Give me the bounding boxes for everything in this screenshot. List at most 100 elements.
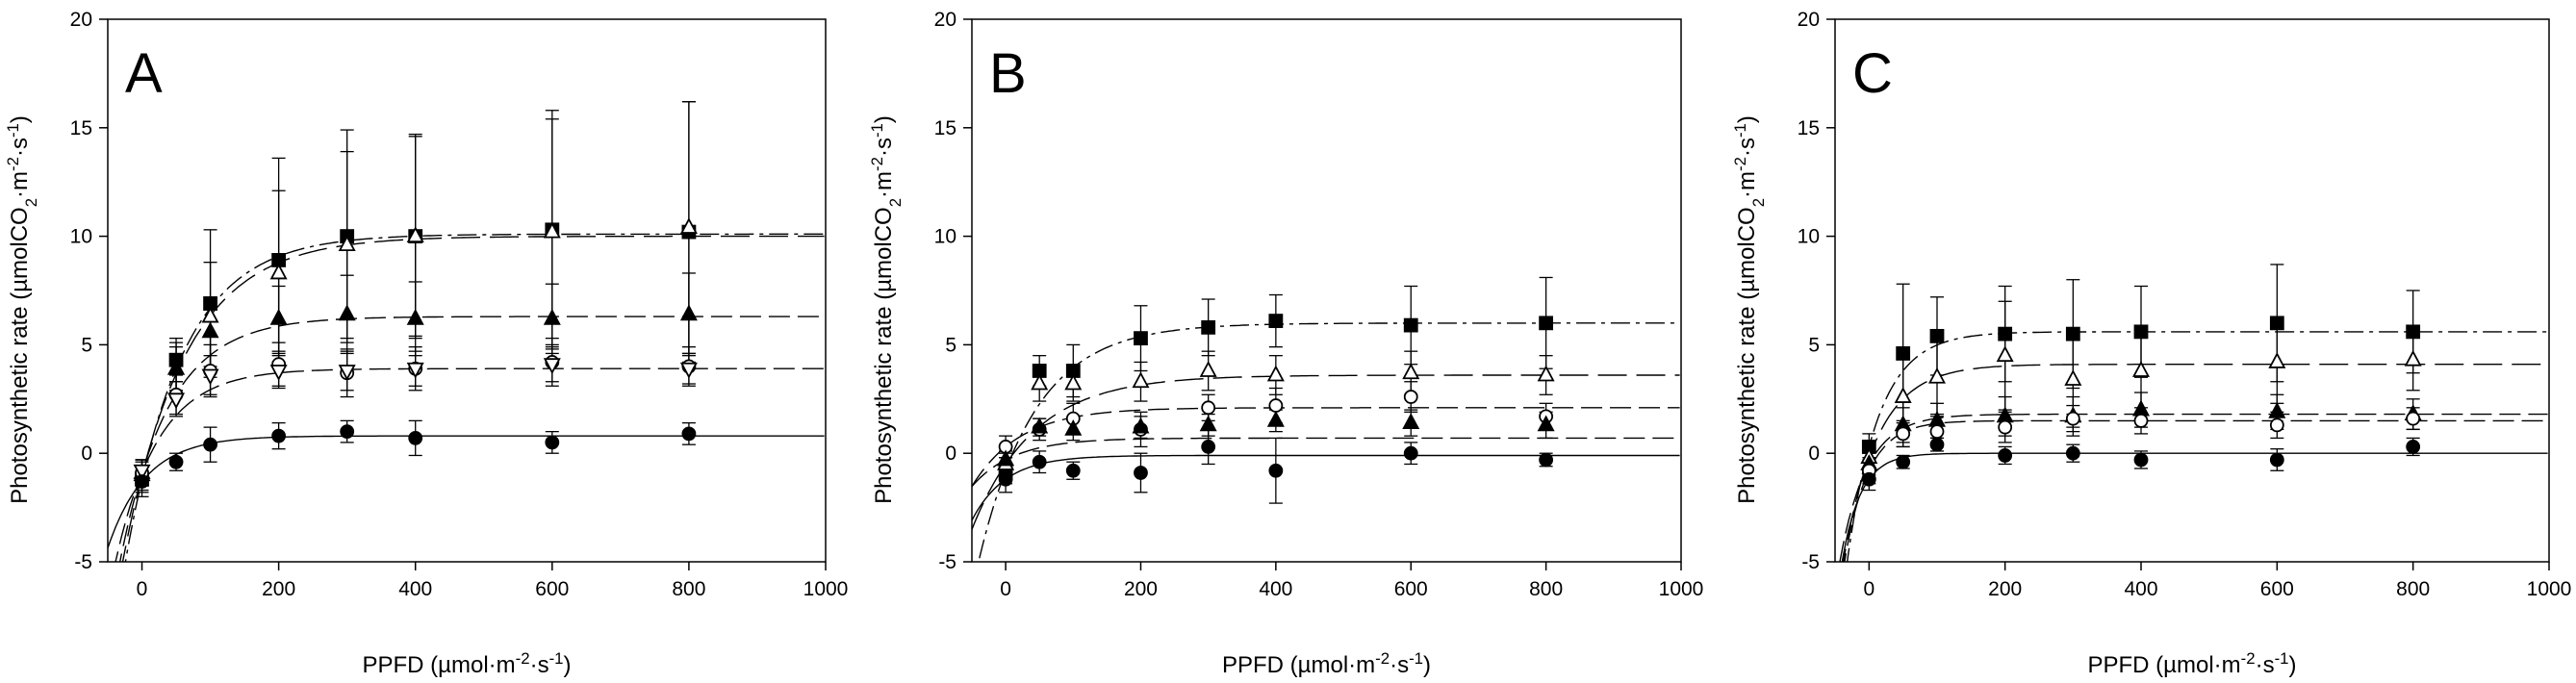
y-axis-title: Photosynthetic rate (µmolCO2·m-2·s-1): [1731, 115, 1768, 504]
fit-curve: [121, 235, 825, 562]
fit-curve: [1842, 364, 2548, 562]
data-point: [167, 358, 186, 375]
data-point: [1032, 454, 1047, 469]
data-point: [998, 471, 1013, 487]
data-point: [269, 308, 288, 325]
data-point: [2064, 369, 2082, 386]
y-tick-label: -5: [74, 551, 92, 573]
data-point: [338, 235, 356, 252]
data-point: [408, 431, 423, 445]
data-point: [1998, 448, 2013, 463]
data-point: [201, 368, 219, 386]
data-point: [1929, 328, 1945, 343]
x-tick-label: 200: [262, 578, 295, 600]
data-point: [679, 304, 698, 321]
data-point: [681, 426, 697, 442]
data-point: [2065, 326, 2080, 342]
data-point: [1132, 371, 1150, 389]
data-point: [2065, 445, 2080, 461]
y-tick-label: 15: [934, 117, 956, 139]
data-point: [1927, 367, 1947, 384]
x-axis-title: PPFD (µmol·m-2·s-1): [2088, 649, 2297, 679]
data-point: [1268, 463, 1284, 478]
data-point: [203, 437, 217, 452]
y-tick-label: 5: [945, 334, 956, 356]
x-tick-label: 600: [2260, 578, 2294, 600]
data-point: [340, 424, 355, 440]
data-point: [2065, 411, 2080, 426]
plot-frame: [107, 18, 827, 563]
data-point: [338, 365, 356, 381]
fit-curve: [115, 367, 825, 562]
fit-curve: [1839, 413, 2548, 562]
fit-curve: [118, 316, 825, 562]
data-point: [1539, 452, 1554, 468]
data-point: [1268, 314, 1284, 328]
data-point: [543, 358, 561, 375]
x-tick-label: 1000: [2527, 578, 2572, 600]
data-point: [1402, 413, 1420, 430]
fit-curve: [1844, 419, 2548, 562]
data-point: [1996, 345, 2014, 363]
data-point: [271, 428, 287, 443]
x-tick-label: 1000: [803, 578, 849, 600]
data-point: [1132, 417, 1150, 434]
fit-curve: [124, 233, 825, 562]
y-tick-label: 10: [1798, 226, 1820, 248]
x-tick-label: 800: [1529, 578, 1563, 600]
data-point: [133, 464, 151, 481]
data-point: [1199, 415, 1217, 432]
data-point: [2131, 399, 2151, 417]
fit-curve: [972, 454, 1680, 521]
data-point: [2133, 324, 2149, 340]
data-point: [1403, 390, 1418, 404]
data-point: [167, 392, 186, 410]
data-point: [1896, 426, 1911, 442]
fit-curve: [1841, 452, 2548, 562]
y-tick-label: -5: [1801, 551, 1820, 573]
y-axis-title: Photosynthetic rate (µmolCO2·m-2·s-1): [4, 115, 40, 504]
data-point: [201, 321, 219, 339]
data-point: [1031, 373, 1049, 391]
data-point: [2404, 349, 2422, 367]
fit-curve: [108, 435, 825, 548]
x-tick-label: 800: [672, 578, 705, 600]
data-point: [543, 308, 561, 325]
y-tick-label: 5: [81, 334, 92, 356]
fit-curve: [972, 437, 1680, 488]
x-tick-label: 800: [2396, 578, 2430, 600]
data-point: [1894, 387, 1912, 403]
data-point: [1403, 317, 1418, 333]
y-tick-label: 15: [70, 117, 92, 139]
y-tick-label: 20: [1798, 9, 1820, 31]
data-point: [406, 226, 424, 243]
data-point: [2269, 452, 2284, 468]
data-point: [1403, 445, 1418, 461]
panel-letter: C: [1852, 42, 1893, 105]
y-tick-label: 0: [1808, 443, 1820, 465]
data-point: [2269, 316, 2284, 331]
y-tick-label: 0: [81, 443, 92, 465]
y-tick-label: 15: [1798, 117, 1820, 139]
data-point: [1199, 361, 1217, 377]
x-tick-label: 0: [1000, 578, 1011, 600]
data-point: [1896, 454, 1911, 469]
data-point: [1998, 326, 2013, 342]
data-point: [1929, 424, 1945, 440]
data-point: [135, 474, 149, 489]
x-tick-label: 600: [535, 578, 569, 600]
data-point: [1929, 437, 1945, 452]
data-point: [1201, 440, 1216, 454]
x-tick-label: 600: [1394, 578, 1428, 600]
data-point: [1201, 319, 1216, 335]
data-point: [545, 435, 560, 450]
y-tick-label: 10: [70, 226, 92, 248]
fit-curve: [978, 322, 1680, 562]
data-point: [2406, 324, 2421, 340]
data-point: [2131, 361, 2151, 377]
data-point: [679, 217, 698, 234]
x-tick-label: 400: [2124, 578, 2157, 600]
x-tick-label: 400: [1259, 578, 1292, 600]
